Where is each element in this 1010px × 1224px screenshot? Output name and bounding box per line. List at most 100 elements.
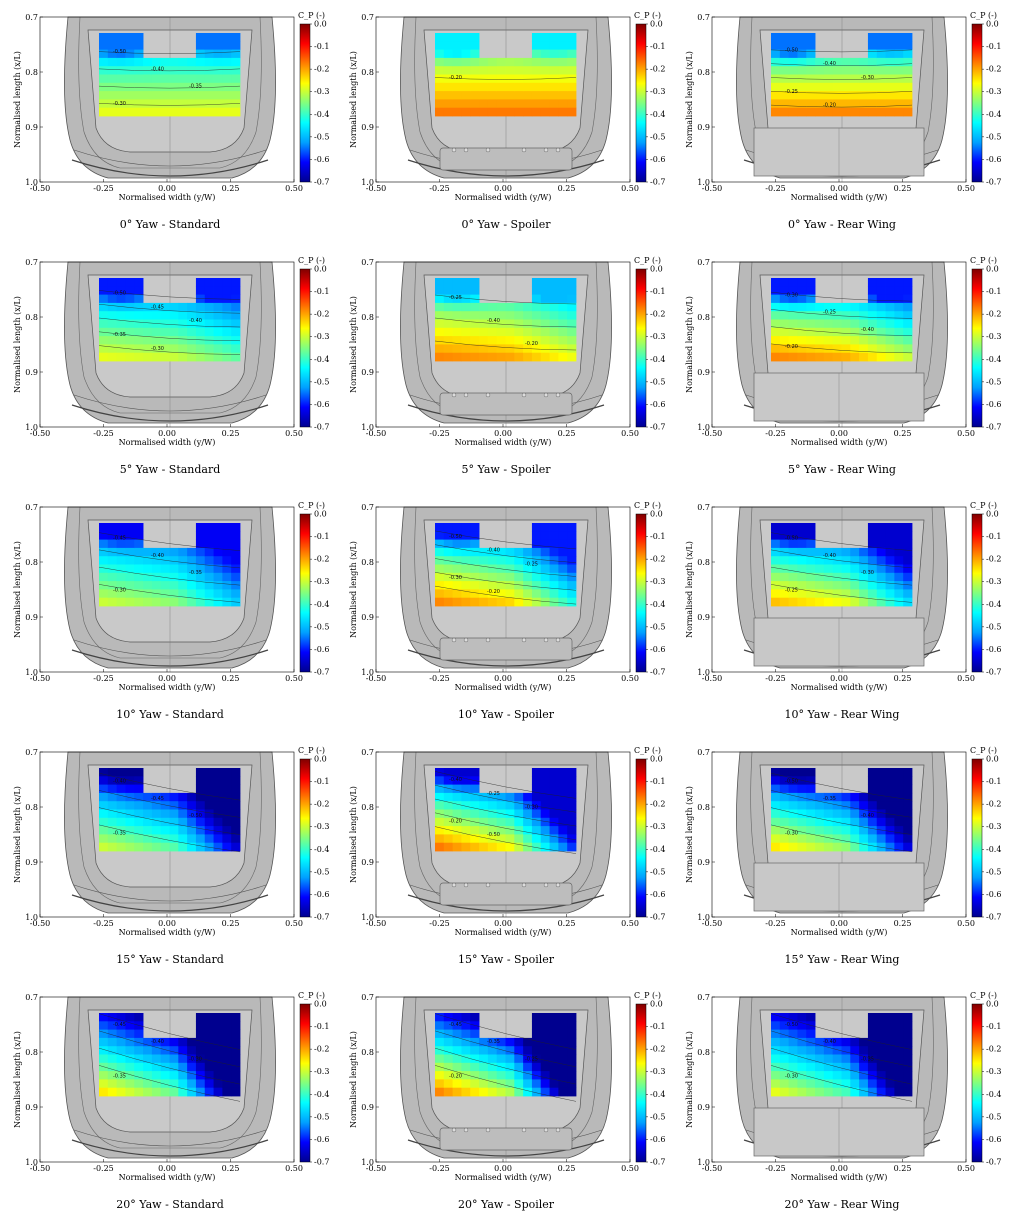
heat-cell xyxy=(487,834,498,844)
heat-cell xyxy=(876,1013,886,1022)
heat-cell xyxy=(771,826,781,835)
heat-cell xyxy=(894,539,904,549)
heat-cell xyxy=(850,1087,860,1097)
heat-cell xyxy=(850,826,860,835)
heat-cell xyxy=(540,302,550,312)
x-tick-label: 0.25 xyxy=(222,429,240,438)
heat-cell xyxy=(461,801,471,810)
heat-cell xyxy=(204,842,214,852)
heat-cell xyxy=(531,352,542,362)
heat-cell xyxy=(779,792,790,802)
x-tick-label: -0.50 xyxy=(702,919,723,928)
colorbar-tick-label: -0.3 xyxy=(986,577,1001,586)
heat-cell xyxy=(523,581,533,590)
heat-cell xyxy=(797,1071,807,1080)
contour-label: -0.40 xyxy=(487,548,500,554)
heat-cell xyxy=(771,784,781,794)
colorbar-title: C_P (-) xyxy=(634,11,661,20)
heat-cell xyxy=(231,792,241,802)
x-tick-label: -0.25 xyxy=(429,919,450,928)
heat-cell xyxy=(143,352,153,362)
heat-cell xyxy=(195,57,206,67)
heat-cell xyxy=(151,581,162,590)
heat-cell xyxy=(151,327,162,337)
heat-cell xyxy=(187,801,197,810)
heat-cell xyxy=(134,311,144,320)
heat-cell xyxy=(107,531,118,540)
heat-cell xyxy=(178,327,188,337)
colorbar-tick-label: -0.6 xyxy=(986,155,1001,164)
heat-cell xyxy=(823,1054,834,1064)
heat-cell xyxy=(231,1071,241,1080)
heat-cell xyxy=(797,547,807,557)
heat-cell xyxy=(815,82,825,92)
heat-cell xyxy=(523,564,533,574)
heat-cell xyxy=(231,531,241,540)
heat-cell xyxy=(771,49,781,59)
heat-cell xyxy=(832,1054,842,1064)
heat-cell xyxy=(231,1013,241,1022)
heat-cell xyxy=(531,107,542,117)
heat-cell xyxy=(134,107,144,117)
heat-cell xyxy=(213,74,223,84)
heat-cell xyxy=(461,1013,471,1022)
heat-cell xyxy=(443,572,454,582)
colorbar-tick-label: -0.4 xyxy=(650,600,665,609)
heat-cell xyxy=(531,91,542,100)
heat-cell xyxy=(116,41,126,50)
heat-cell xyxy=(531,1013,542,1022)
heat-cell xyxy=(540,1079,550,1089)
heat-cell xyxy=(178,809,188,819)
heat-cell xyxy=(213,66,223,75)
x-axis-label: Normalised width (y/W) xyxy=(791,1173,888,1182)
heat-cell xyxy=(788,311,798,320)
heat-cell xyxy=(823,817,834,827)
heat-cell xyxy=(797,336,807,345)
heat-cell xyxy=(461,597,471,607)
heat-cell xyxy=(435,319,445,329)
heat-cell xyxy=(187,319,197,329)
heat-cell xyxy=(116,319,126,329)
colorbar-tick-label: 0.0 xyxy=(314,510,327,519)
heat-cell xyxy=(523,327,533,337)
heat-cell xyxy=(487,826,498,835)
heat-cell xyxy=(487,319,498,329)
heat-cell xyxy=(823,564,834,574)
heat-cell xyxy=(788,1013,798,1022)
heat-cell xyxy=(531,1054,542,1064)
heat-cell xyxy=(151,336,162,345)
colorbar-tick-label: -0.1 xyxy=(314,287,329,296)
heat-cell xyxy=(505,352,515,362)
heat-cell xyxy=(841,801,851,810)
heat-cell xyxy=(567,107,577,117)
heat-cell xyxy=(452,336,462,345)
heat-cell xyxy=(496,547,506,557)
heat-cell xyxy=(222,1037,232,1047)
heat-cell xyxy=(531,801,542,810)
heat-cell xyxy=(903,1054,913,1064)
heat-cell xyxy=(549,523,559,532)
heat-cell xyxy=(151,99,162,109)
colorbar-tick-label: -0.7 xyxy=(986,668,1001,677)
x-tick-label: 0.00 xyxy=(158,429,176,438)
heat-cell xyxy=(107,792,118,802)
colorbar-tick-label: 0.0 xyxy=(650,265,663,274)
heat-cell xyxy=(134,1062,144,1072)
heat-cell xyxy=(531,1037,542,1047)
heat-cell xyxy=(514,589,524,599)
heat-cell xyxy=(195,344,206,354)
heat-cell xyxy=(143,547,153,557)
heat-cell xyxy=(523,1087,533,1097)
heat-cell xyxy=(903,327,913,337)
heat-cell xyxy=(231,1062,241,1072)
heat-cell xyxy=(204,286,214,295)
heat-cell xyxy=(806,834,816,844)
colorbar-tick-label: -0.6 xyxy=(650,645,665,654)
heat-cell xyxy=(815,1087,825,1097)
heat-cell xyxy=(213,41,223,50)
heat-cell xyxy=(443,286,454,295)
heat-cell xyxy=(771,564,781,574)
heat-cell xyxy=(885,1071,895,1080)
heat-cell xyxy=(204,531,214,540)
heat-cell xyxy=(903,1029,913,1039)
